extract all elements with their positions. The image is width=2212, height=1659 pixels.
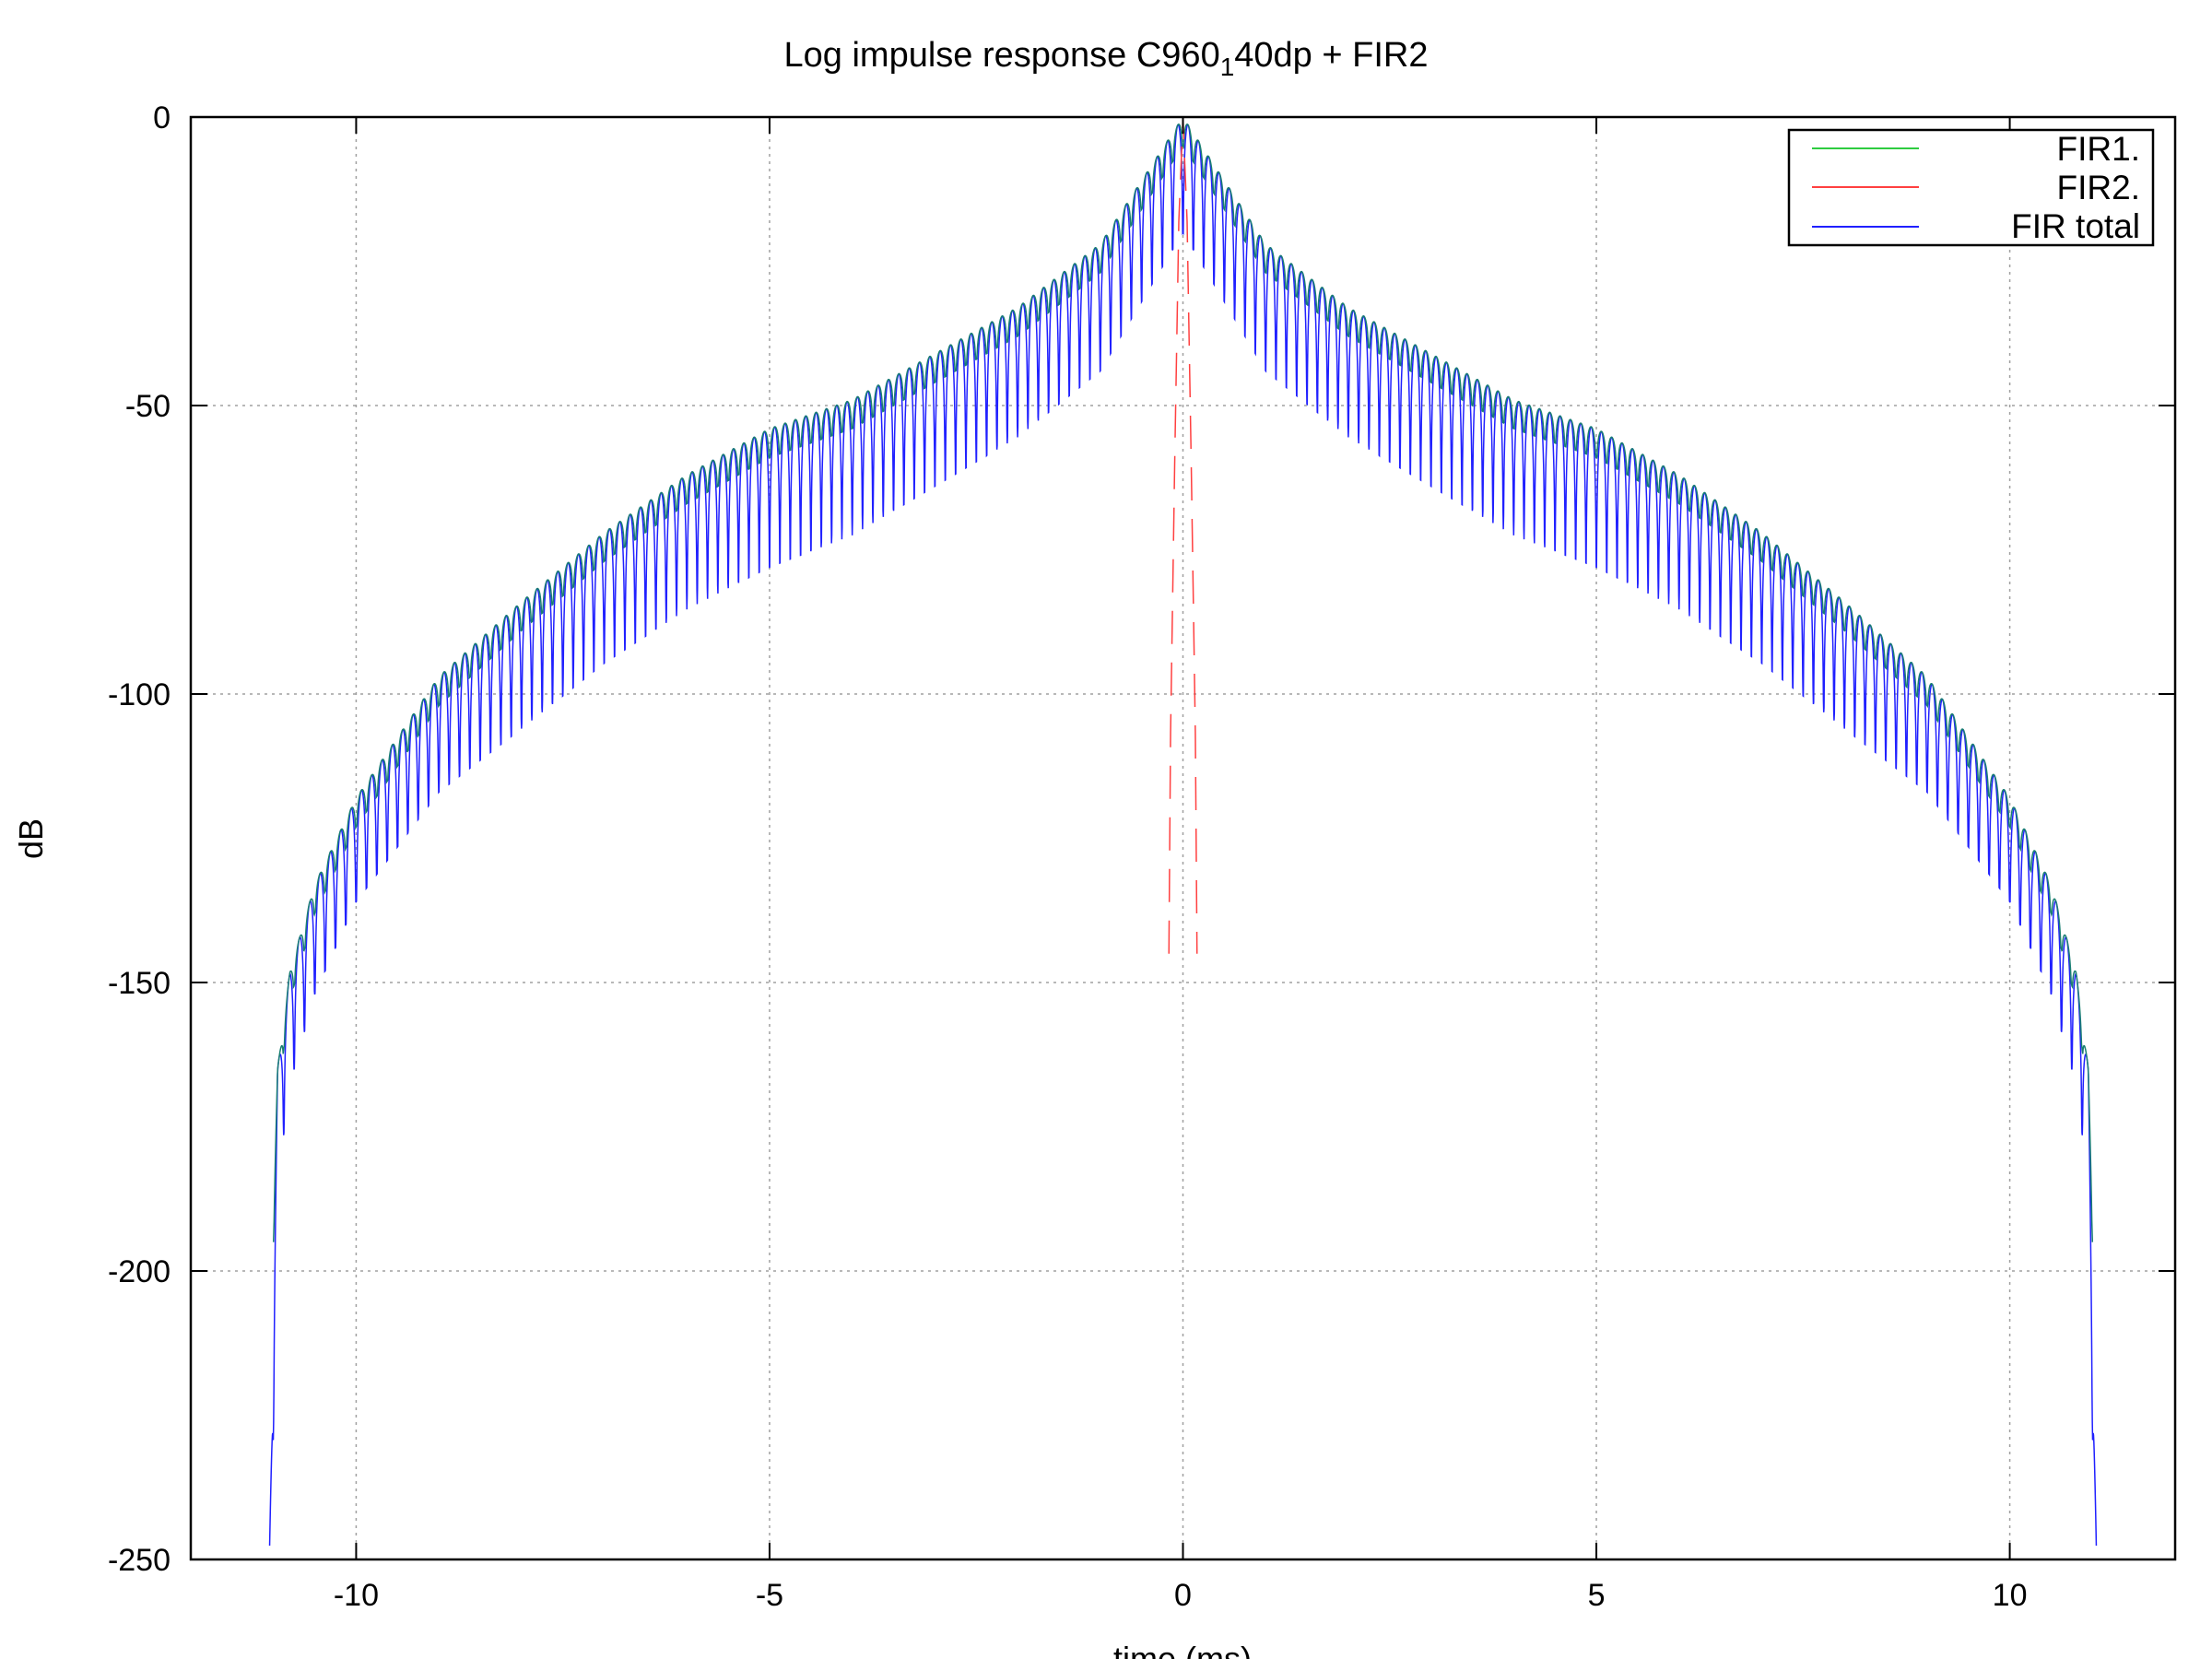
series-fir1-line bbox=[272, 124, 2094, 1242]
y-tick-label: -200 bbox=[108, 1254, 171, 1289]
y-tick-label: -150 bbox=[108, 966, 171, 1001]
y-tick-label: -250 bbox=[108, 1543, 171, 1578]
chart-title-subscript: 1 bbox=[1220, 53, 1235, 81]
y-axis-label: dB bbox=[12, 818, 50, 859]
x-tick-label: -5 bbox=[756, 1578, 783, 1613]
x-axis-label: time (ms) bbox=[1113, 1640, 1252, 1659]
chart-title-rest: 40dp + FIR2 bbox=[1234, 36, 1428, 75]
x-tick-label: 10 bbox=[1993, 1578, 2028, 1613]
y-tick-label: 0 bbox=[153, 100, 171, 135]
legend-label-fir-total: FIR total bbox=[2011, 207, 2140, 245]
y-tick-label: -100 bbox=[108, 677, 171, 712]
grid-layer bbox=[191, 116, 2175, 1560]
x-tick-label: 5 bbox=[1588, 1578, 1606, 1613]
chart-title: Log impulse response C960140dp + FIR2 bbox=[784, 36, 1429, 81]
tick-layer: -10 -5 0 5 100-50-100-150-200-250 bbox=[108, 100, 2175, 1613]
chart-title-main: Log impulse response C960 bbox=[784, 36, 1220, 75]
series-fir-total-line bbox=[268, 124, 2098, 1547]
x-tick-label: 0 bbox=[1174, 1578, 1192, 1613]
y-tick-label: -50 bbox=[125, 389, 171, 424]
legend-label-fir2: FIR2. bbox=[2057, 169, 2140, 206]
legend: FIR1. FIR2. FIR total bbox=[1787, 128, 2155, 247]
x-tick-label: -10 bbox=[334, 1578, 379, 1613]
legend-label-fir1: FIR1. bbox=[2057, 130, 2140, 168]
